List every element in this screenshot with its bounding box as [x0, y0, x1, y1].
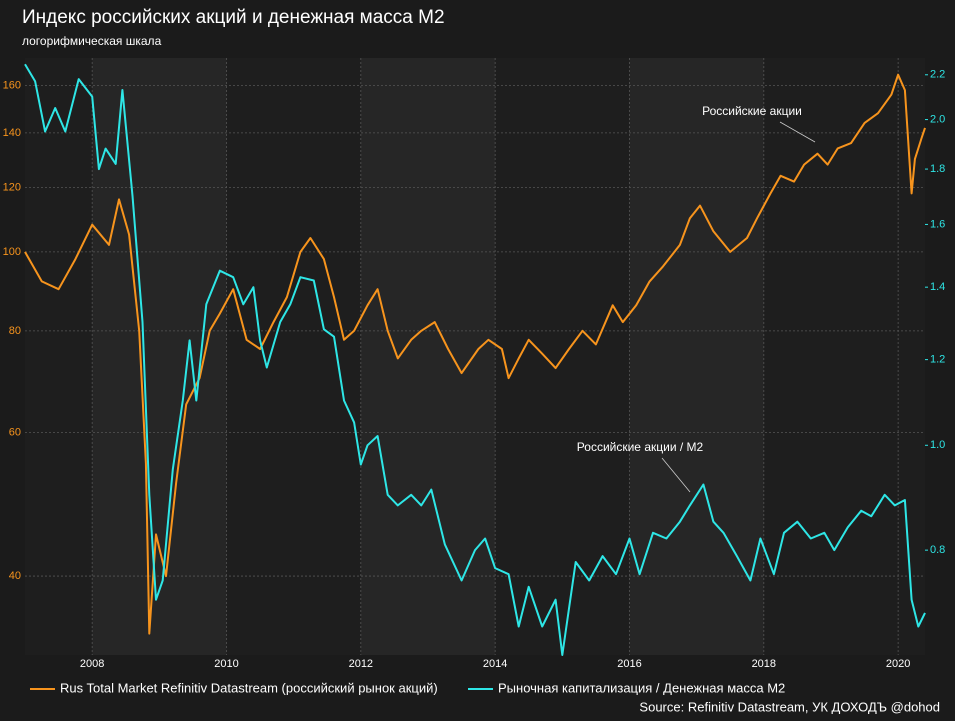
y-tick-label: 60 [9, 427, 21, 439]
x-tick-label: 2014 [483, 658, 507, 670]
annotation: Российские акции / M2 [577, 440, 704, 454]
y2-tick-label: 1.6 [930, 218, 945, 230]
source: Source: Refinitiv Datastream, УК ДОХОДЪ … [639, 699, 940, 714]
annotation: Российские акции [702, 104, 802, 118]
y-tick-label: 140 [3, 127, 21, 139]
y2-tick-label: 2.2 [930, 69, 945, 81]
x-tick-label: 2018 [752, 658, 776, 670]
y2-tick-label: 0.8 [930, 544, 945, 556]
band [92, 58, 227, 655]
legend-label: Rus Total Market Refinitiv Datastream (р… [60, 680, 438, 695]
y2-tick-label: 2.0 [930, 113, 945, 125]
x-tick-label: 2016 [617, 658, 641, 670]
band [629, 58, 764, 655]
y2-tick-label: 1.4 [930, 281, 945, 293]
y-tick-label: 40 [9, 570, 21, 582]
series-line [24, 63, 926, 656]
x-tick-label: 2012 [349, 658, 373, 670]
series-line [24, 73, 926, 635]
y2-tick-label: 1.0 [930, 439, 945, 451]
y-tick-label: 160 [3, 80, 21, 92]
y2-tick-label: 1.8 [930, 163, 945, 175]
y-tick-label: 120 [3, 181, 21, 193]
chart-subtitle: логорифмическая шкала [22, 34, 162, 48]
x-tick-label: 2010 [214, 658, 238, 670]
y2-tick-label: 1.2 [930, 354, 945, 366]
legend-label: Рыночная капитализация / Денежная масса … [498, 680, 785, 695]
annotation-leader [779, 121, 816, 143]
y-tick-label: 100 [3, 246, 21, 258]
band [360, 58, 496, 655]
x-tick-label: 2008 [80, 658, 104, 670]
annotation-leader [661, 457, 691, 493]
x-tick-label: 2020 [886, 658, 910, 670]
chart-title: Индекс российских акций и денежная масса… [22, 7, 445, 28]
y-tick-label: 80 [9, 325, 21, 337]
